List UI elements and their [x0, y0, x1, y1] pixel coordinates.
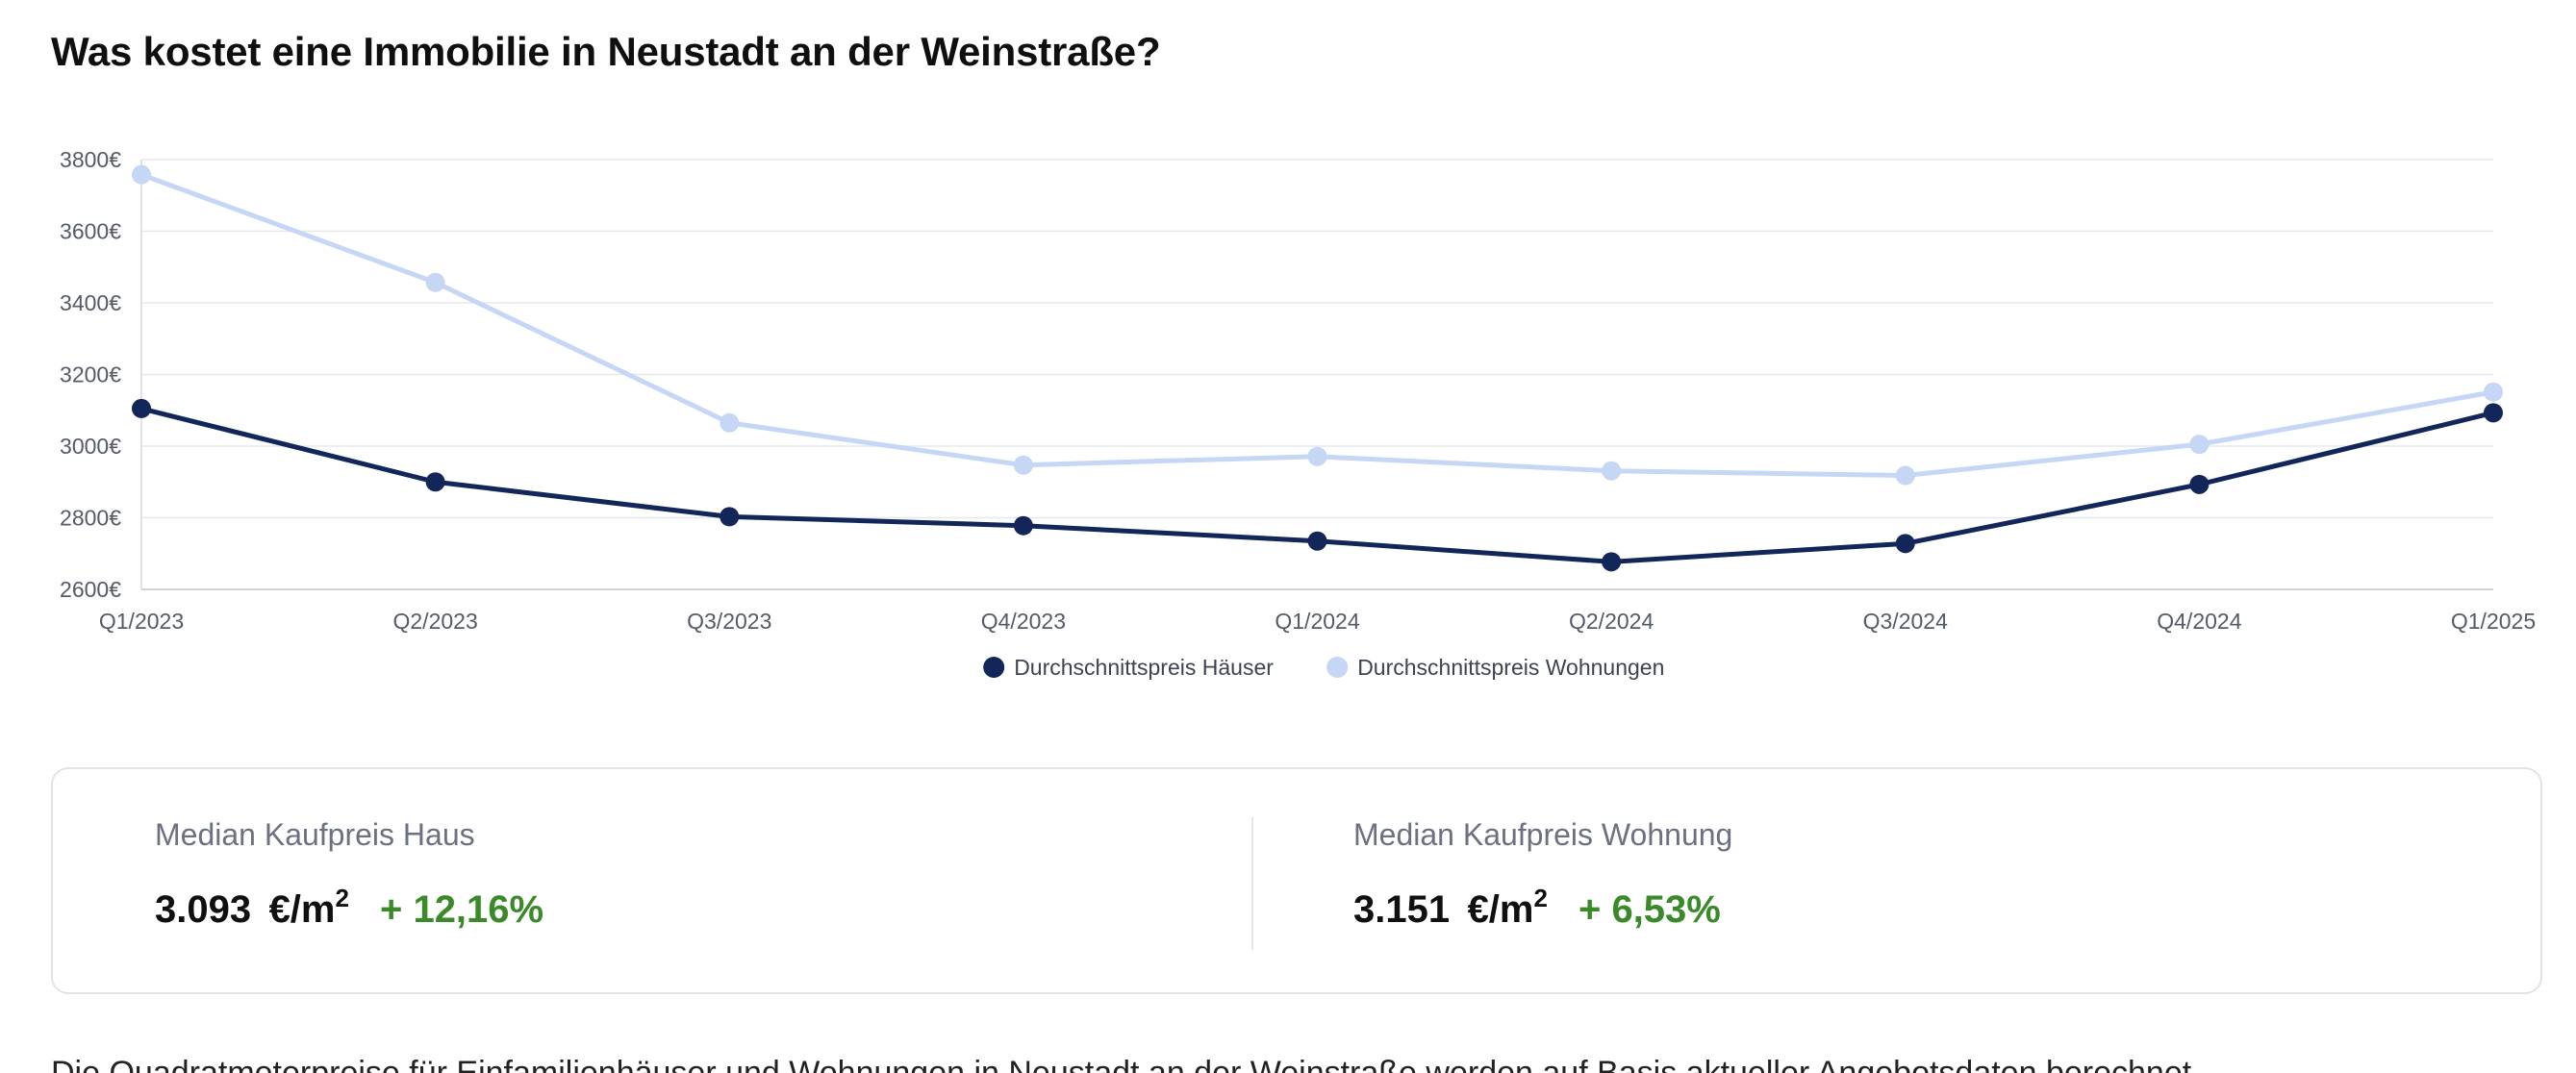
stat-apartment-value: 3.151: [1353, 888, 1451, 931]
x-tick-label: Q2/2023: [393, 609, 478, 634]
data-point: [1895, 465, 1915, 486]
y-tick-label: 3800€: [60, 147, 121, 172]
stat-apartment-unit-sup: 2: [1533, 884, 1548, 912]
median-price-card: Median Kaufpreis Haus 3.093 €/m2 + 12,16…: [51, 767, 2542, 994]
price-chart: 2600€ 2800€ 3000€ 3200€ 3400€ 3600€ 3800€ Q1/20…: [0, 115, 2576, 711]
stat-apartment-line: 3.151 €/m2 + 6,53%: [1353, 884, 1732, 932]
data-point: [2189, 435, 2210, 455]
price-line-chart: 2600€ 2800€ 3000€ 3200€ 3400€ 3600€ 3800€ Q1/20…: [60, 147, 2536, 680]
data-point: [2484, 403, 2503, 423]
series-line: [139, 172, 2496, 479]
data-point: [1307, 531, 1327, 551]
y-tick-label: 3600€: [60, 219, 121, 244]
x-tick-label: Q4/2023: [981, 609, 1066, 634]
description-text: Die Quadratmeterpreise für Einfamilienhä…: [51, 1058, 2542, 1073]
x-tick-label: Q1/2025: [2451, 609, 2536, 634]
stat-house-price: 3.093 €/m2: [155, 884, 349, 932]
legend-label: Durchschnittspreis Häuser: [1014, 655, 1274, 680]
x-tick-label: Q4/2024: [2157, 609, 2241, 634]
x-tick-label: Q2/2024: [1569, 609, 1654, 634]
stat-house: Median Kaufpreis Haus 3.093 €/m2 + 12,16…: [155, 817, 543, 932]
page-title: Was kostet eine Immobilie in Neustadt an…: [51, 29, 1161, 74]
stat-house-unit-text: €/m: [268, 888, 336, 931]
data-point: [132, 164, 151, 185]
data-point: [720, 412, 740, 433]
legend-item[interactable]: Durchschnittspreis Wohnungen: [1326, 655, 1664, 680]
stat-house-unit-sup: 2: [335, 884, 349, 912]
legend-marker: [983, 657, 1005, 678]
data-point: [1895, 534, 1915, 554]
data-point: [425, 272, 445, 292]
y-tick-label: 2800€: [60, 506, 121, 531]
data-point: [1307, 446, 1327, 466]
description-text-line: Die Quadratmeterpreise für Einfamilienhä…: [51, 1058, 2542, 1073]
x-tick-label: Q3/2024: [1863, 609, 1948, 634]
y-tick-label: 3200€: [60, 362, 121, 387]
data-point: [1013, 455, 1033, 475]
stat-apartment-price: 3.151 €/m2: [1353, 884, 1548, 932]
stat-house-unit: €/m2: [268, 884, 349, 931]
stat-apartment-unit-text: €/m: [1467, 888, 1534, 931]
stat-house-line: 3.093 €/m2 + 12,16%: [155, 884, 543, 932]
y-tick-label: 2600€: [60, 577, 121, 602]
stat-apartment-unit: €/m2: [1467, 884, 1548, 931]
chart-series: [132, 164, 2503, 572]
x-tick-label: Q1/2024: [1275, 609, 1359, 634]
legend-item[interactable]: Durchschnittspreis Häuser: [983, 655, 1274, 680]
chart-axes: 2600€ 2800€ 3000€ 3200€ 3400€ 3600€ 3800€ Q1/20…: [60, 147, 2536, 634]
stat-apartment-change: + 6,53%: [1578, 888, 1721, 931]
y-tick-label: 3000€: [60, 434, 121, 459]
stat-house-value: 3.093: [155, 888, 252, 931]
x-tick-label: Q1/2023: [99, 609, 184, 634]
data-point: [1602, 461, 1622, 481]
data-point: [2484, 382, 2503, 402]
data-point: [425, 472, 445, 492]
data-point: [2189, 474, 2210, 494]
card-divider: [1251, 817, 1253, 950]
stat-house-change: + 12,16%: [379, 888, 544, 931]
chart-legend[interactable]: Durchschnittspreis Häuser Durchschnittspr…: [983, 655, 1664, 680]
legend-label: Durchschnittspreis Wohnungen: [1357, 655, 1664, 680]
legend-marker: [1326, 657, 1349, 678]
stat-apartment: Median Kaufpreis Wohnung 3.151 €/m2 + 6,…: [1353, 817, 1732, 932]
x-tick-label: Q3/2023: [687, 609, 771, 634]
stat-apartment-label: Median Kaufpreis Wohnung: [1353, 817, 1733, 852]
y-tick-label: 3400€: [60, 290, 121, 315]
data-point: [1602, 552, 1622, 572]
data-point: [132, 398, 151, 418]
chart-grid: [141, 159, 2493, 590]
data-point: [720, 507, 740, 527]
stat-house-label: Median Kaufpreis Haus: [155, 817, 475, 852]
data-point: [1013, 515, 1033, 536]
